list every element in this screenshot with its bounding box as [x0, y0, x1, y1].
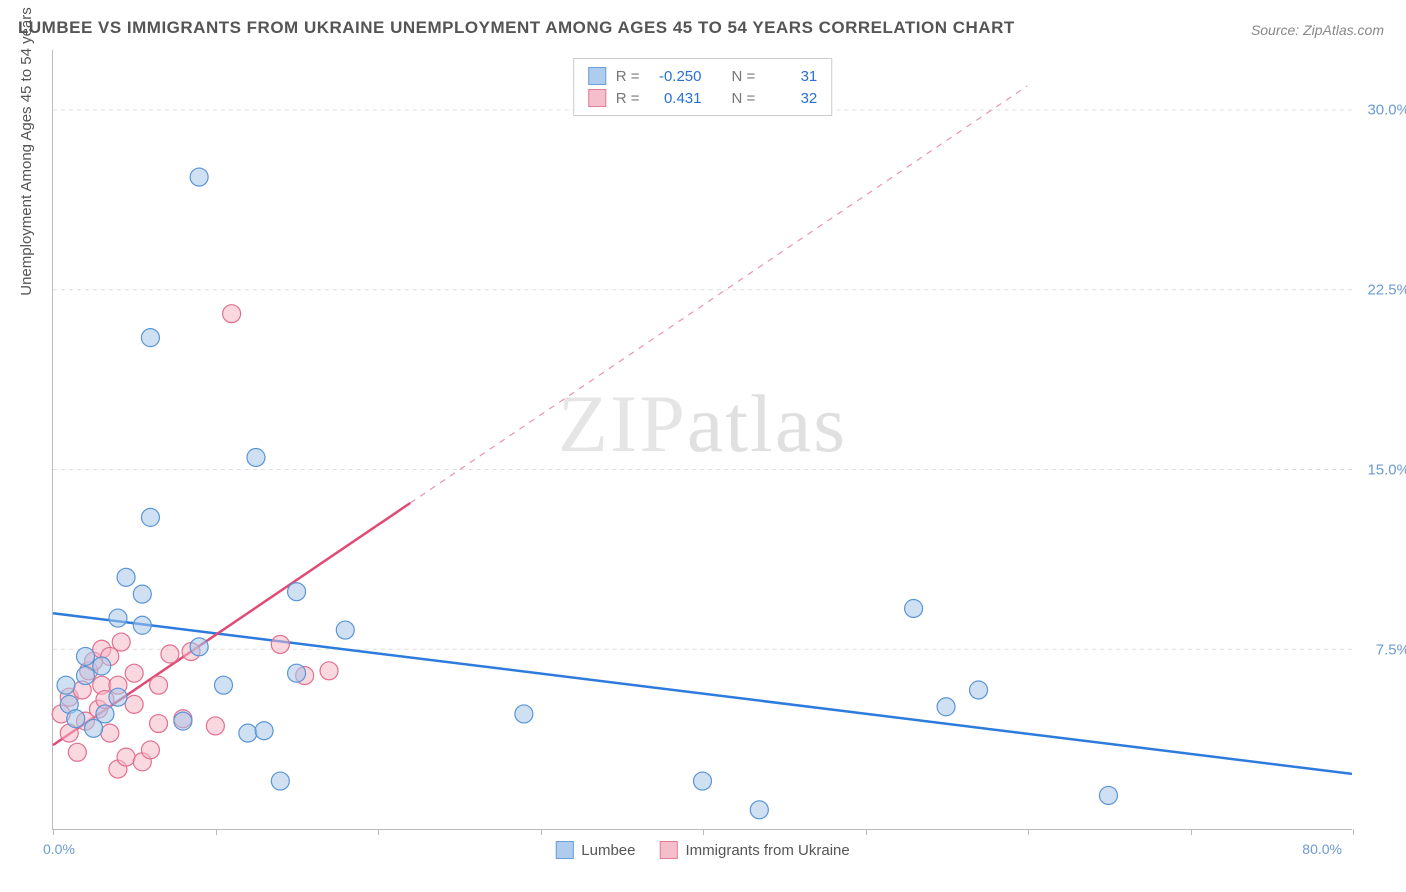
legend-item-lumbee: Lumbee	[555, 841, 635, 859]
chart-title: LUMBEE VS IMMIGRANTS FROM UKRAINE UNEMPL…	[18, 18, 1015, 38]
x-axis-max-label: 80.0%	[1302, 841, 1342, 857]
n-label: N =	[732, 68, 756, 85]
x-tick	[1028, 829, 1029, 835]
r-label: R =	[616, 90, 640, 107]
y-axis-title: Unemployment Among Ages 45 to 54 years	[18, 7, 35, 296]
x-tick	[1191, 829, 1192, 835]
legend-item-ukraine: Immigrants from Ukraine	[660, 841, 850, 859]
y-tick-label: 7.5%	[1376, 642, 1406, 659]
x-tick	[378, 829, 379, 835]
n-value-ukraine: 32	[765, 90, 817, 107]
swatch-lumbee	[588, 67, 606, 85]
stats-legend: R = -0.250 N = 31 R = 0.431 N = 32	[573, 58, 833, 116]
y-tick-label: 22.5%	[1367, 282, 1406, 299]
source-attribution: Source: ZipAtlas.com	[1251, 22, 1384, 38]
swatch-lumbee	[555, 841, 573, 859]
series-legend: Lumbee Immigrants from Ukraine	[555, 841, 849, 859]
r-value-ukraine: 0.431	[650, 90, 702, 107]
r-value-lumbee: -0.250	[650, 68, 702, 85]
n-value-lumbee: 31	[765, 68, 817, 85]
x-tick	[216, 829, 217, 835]
r-label: R =	[616, 68, 640, 85]
legend-label-lumbee: Lumbee	[581, 842, 635, 859]
x-tick	[703, 829, 704, 835]
n-label: N =	[732, 90, 756, 107]
x-tick	[541, 829, 542, 835]
x-tick	[53, 829, 54, 835]
swatch-ukraine	[660, 841, 678, 859]
y-tick-label: 15.0%	[1367, 462, 1406, 479]
stats-row-lumbee: R = -0.250 N = 31	[588, 65, 818, 87]
y-tick-label: 30.0%	[1367, 102, 1406, 119]
x-tick	[866, 829, 867, 835]
x-tick	[1353, 829, 1354, 835]
stats-row-ukraine: R = 0.431 N = 32	[588, 87, 818, 109]
x-axis-min-label: 0.0%	[43, 841, 75, 857]
swatch-ukraine	[588, 89, 606, 107]
chart-plot-area: ZIPatlas 7.5%15.0%22.5%30.0% 0.0% 80.0% …	[52, 50, 1352, 830]
legend-label-ukraine: Immigrants from Ukraine	[686, 842, 850, 859]
plot-svg	[53, 50, 1352, 829]
